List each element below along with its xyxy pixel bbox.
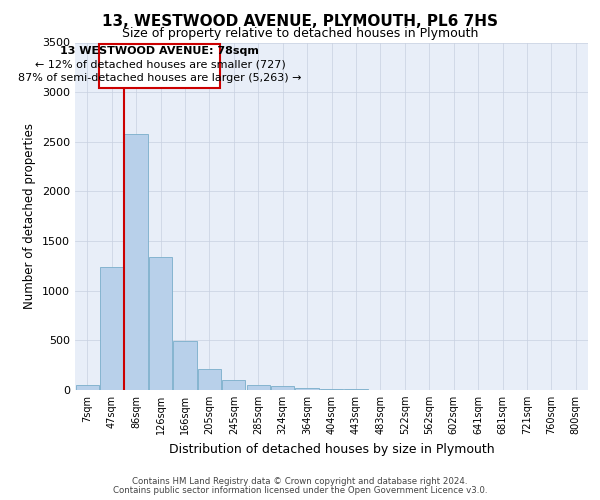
Bar (344, 388, 368, 390)
Text: Contains HM Land Registry data © Crown copyright and database right 2024.: Contains HM Land Registry data © Crown c… (132, 477, 468, 486)
Text: Size of property relative to detached houses in Plymouth: Size of property relative to detached ho… (122, 28, 478, 40)
Text: Contains public sector information licensed under the Open Government Licence v3: Contains public sector information licen… (113, 486, 487, 495)
Bar (149, 257, 172, 390)
Bar (295, 388, 319, 390)
Text: 13 WESTWOOD AVENUE: 78sqm: 13 WESTWOOD AVENUE: 78sqm (61, 46, 259, 56)
Bar (100, 44, 220, 88)
Bar (271, 386, 294, 390)
Text: ← 12% of detached houses are smaller (727): ← 12% of detached houses are smaller (72… (35, 60, 285, 70)
Bar (320, 389, 343, 390)
Text: 87% of semi-detached houses are larger (5,263) →: 87% of semi-detached houses are larger (… (18, 73, 302, 83)
Bar (198, 369, 221, 390)
Bar (100, 267, 123, 390)
Bar (76, 385, 99, 390)
Bar (247, 385, 270, 390)
Bar (173, 342, 197, 390)
X-axis label: Distribution of detached houses by size in Plymouth: Distribution of detached houses by size … (169, 442, 494, 456)
Bar (124, 134, 148, 390)
Y-axis label: Number of detached properties: Number of detached properties (23, 123, 37, 309)
Bar (222, 380, 245, 390)
Text: 13, WESTWOOD AVENUE, PLYMOUTH, PL6 7HS: 13, WESTWOOD AVENUE, PLYMOUTH, PL6 7HS (102, 14, 498, 29)
